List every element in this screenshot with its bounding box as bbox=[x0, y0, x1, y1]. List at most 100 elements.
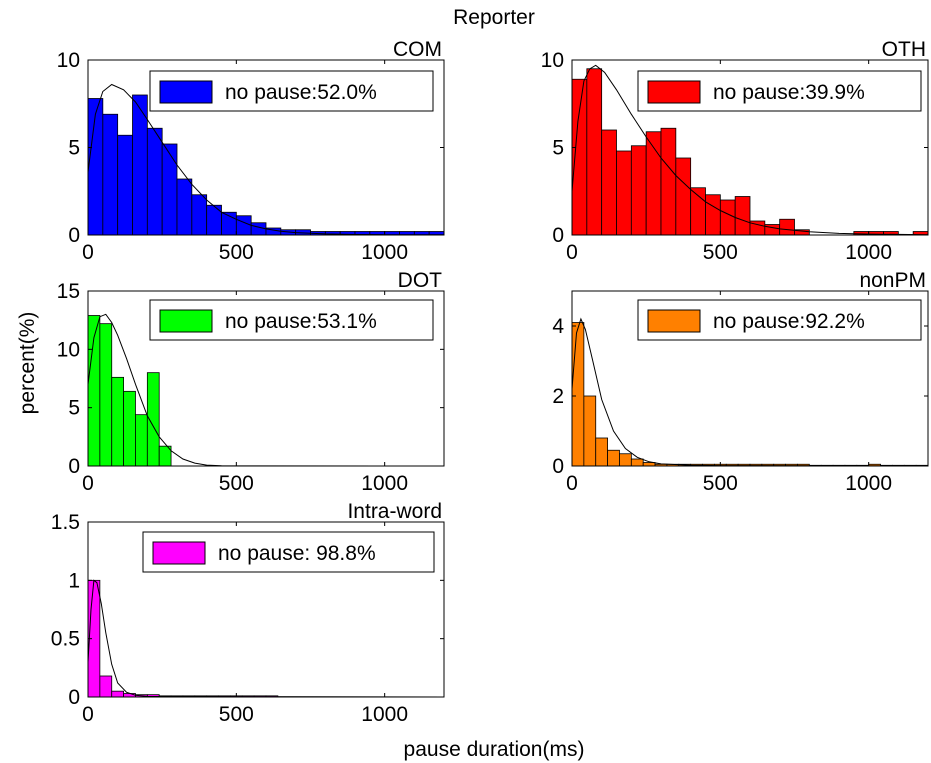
x-tick-label: 500 bbox=[703, 472, 738, 495]
bar bbox=[111, 376, 124, 467]
bar bbox=[719, 199, 736, 236]
bar bbox=[176, 178, 193, 236]
bar bbox=[99, 323, 113, 467]
x-tick-label: 0 bbox=[82, 472, 94, 495]
axes-frame bbox=[87, 290, 445, 467]
y-tick-label: 4 bbox=[552, 315, 564, 338]
legend-swatch bbox=[647, 80, 701, 104]
legend-label: no pause:39.9% bbox=[713, 81, 865, 104]
legend-swatch bbox=[159, 80, 213, 104]
bar bbox=[111, 690, 124, 698]
fit-curve bbox=[87, 83, 445, 236]
y-tick-label: 15 bbox=[57, 280, 80, 303]
panel-title: OTH bbox=[882, 38, 926, 61]
y-tick-label: 10 bbox=[57, 49, 80, 72]
fit-curve bbox=[571, 317, 929, 467]
axes-frame bbox=[571, 290, 929, 467]
x-tick-label: 0 bbox=[82, 241, 94, 264]
x-tick-label: 500 bbox=[219, 703, 254, 726]
axes-frame bbox=[87, 521, 445, 698]
y-tick-label: 0.5 bbox=[51, 628, 80, 651]
legend-swatch bbox=[152, 541, 206, 565]
bar bbox=[235, 215, 252, 236]
panel-title: nonPM bbox=[859, 269, 926, 292]
panel-title: DOT bbox=[398, 269, 443, 292]
fit-curve bbox=[87, 579, 445, 698]
x-tick-label: 0 bbox=[566, 241, 578, 264]
bar bbox=[675, 157, 692, 236]
legend-label: no pause:52.0% bbox=[225, 81, 377, 104]
x-tick-label: 1000 bbox=[361, 472, 408, 495]
panel-com: 0 500 1000 0 5 10 COM no pause:52.0% bbox=[57, 38, 445, 264]
legend-swatch bbox=[647, 309, 701, 333]
fit-curve bbox=[87, 313, 445, 467]
bar bbox=[586, 68, 603, 236]
x-tick-label: 0 bbox=[82, 703, 94, 726]
bar bbox=[607, 449, 620, 467]
bar bbox=[135, 414, 148, 467]
y-tick-label: 0 bbox=[68, 686, 80, 709]
y-tick-label: 1.5 bbox=[51, 511, 80, 534]
y-tick-label: 5 bbox=[68, 137, 80, 160]
bar bbox=[619, 453, 632, 467]
bar bbox=[206, 204, 222, 236]
bar bbox=[734, 196, 751, 236]
bar bbox=[601, 129, 617, 236]
bar bbox=[660, 127, 677, 236]
bar bbox=[191, 194, 208, 236]
bar bbox=[571, 78, 588, 236]
y-tick-label: 10 bbox=[541, 49, 564, 72]
bar bbox=[630, 145, 647, 236]
x-tick-label: 1000 bbox=[845, 472, 892, 495]
panel-title: COM bbox=[393, 38, 442, 61]
bar bbox=[571, 322, 585, 467]
bar bbox=[764, 224, 781, 236]
bar bbox=[161, 143, 178, 236]
bar bbox=[779, 218, 795, 236]
x-tick-label: 500 bbox=[219, 241, 254, 264]
bar bbox=[102, 113, 119, 236]
x-tick-label: 0 bbox=[566, 472, 578, 495]
bar bbox=[630, 458, 644, 467]
bar bbox=[705, 194, 721, 236]
x-axis-title: pause duration(ms) bbox=[404, 738, 585, 761]
y-tick-label: 5 bbox=[552, 137, 564, 160]
y-tick-label: 0 bbox=[68, 455, 80, 478]
bar bbox=[87, 98, 104, 236]
legend-label: no pause:92.2% bbox=[713, 310, 865, 333]
x-tick-label: 500 bbox=[219, 472, 254, 495]
panel-nonpm: 0 500 1000 0 2 4 nonPM no pause:92.2% bbox=[552, 269, 929, 495]
y-tick-label: 1 bbox=[68, 569, 80, 592]
legend-label: no pause:53.1% bbox=[225, 310, 377, 333]
bar bbox=[123, 693, 136, 698]
y-tick-label: 5 bbox=[68, 397, 80, 420]
bar bbox=[99, 675, 113, 698]
y-axis-title: percent(%) bbox=[16, 312, 39, 415]
y-tick-label: 10 bbox=[57, 338, 80, 361]
bar bbox=[616, 150, 632, 236]
panel-oth: 0 500 1000 0 5 10 OTH no pause:39.9% bbox=[541, 38, 929, 264]
panel-title: Intra-word bbox=[347, 500, 442, 523]
x-tick-label: 500 bbox=[703, 241, 738, 264]
figure-title: Reporter bbox=[453, 6, 535, 29]
legend-label: no pause: 98.8% bbox=[218, 542, 376, 565]
y-tick-label: 0 bbox=[552, 455, 564, 478]
x-tick-label: 1000 bbox=[361, 703, 408, 726]
bar bbox=[146, 127, 163, 236]
panel-intra-word: 0 500 1000 0 0.5 1 1.5 Intra-word no pause: 98.8… bbox=[51, 500, 445, 726]
y-tick-label: 0 bbox=[68, 224, 80, 247]
bar bbox=[583, 395, 597, 467]
x-tick-label: 1000 bbox=[361, 241, 408, 264]
bar bbox=[123, 390, 136, 467]
panel-dot: 0 500 1000 0 5 10 15 DOT no pause:53.1% bbox=[57, 269, 445, 495]
bar bbox=[690, 187, 706, 236]
x-tick-label: 1000 bbox=[845, 241, 892, 264]
bar bbox=[595, 437, 609, 467]
y-tick-label: 0 bbox=[552, 224, 564, 247]
bar bbox=[117, 134, 133, 236]
y-tick-label: 2 bbox=[552, 385, 564, 408]
fit-curve bbox=[571, 64, 929, 236]
legend-swatch bbox=[159, 309, 213, 333]
